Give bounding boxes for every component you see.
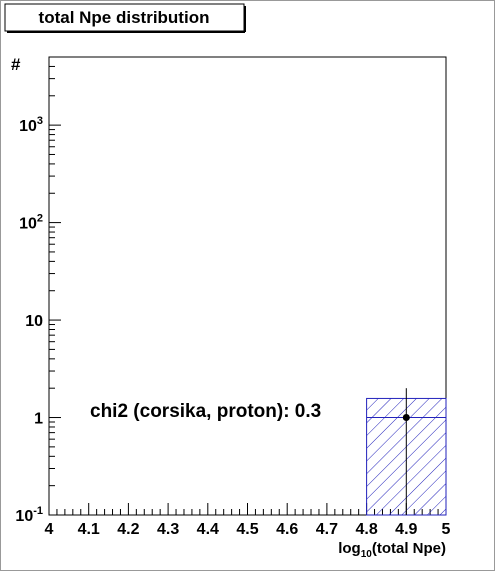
x-label-rest: (total Npe) [372,540,446,557]
x-tick-label: 5 [442,521,451,538]
x-tick-label: 4.5 [236,521,258,538]
x-tick-label: 4.9 [395,521,417,538]
y-tick-exponent: 2 [37,213,43,225]
title-box [4,3,245,32]
y-tick-base: 10 [19,216,37,233]
y-tick-base: 10 [15,508,33,525]
data-point [402,414,410,422]
y-tick-base: 1 [34,411,43,428]
x-axis-label: log10(total Npe) [338,540,446,560]
x-tick-label: 4 [45,521,54,538]
x-tick-label: 4.7 [316,521,338,538]
y-tick-base: 10 [19,118,37,135]
x-tick-label: 4.8 [355,521,377,538]
x-label-base: log [338,540,361,557]
y-axis-label: # [11,55,21,74]
x-tick-label: 4.4 [197,521,219,538]
x-tick-label: 4.2 [117,521,139,538]
y-tick-base: 10 [25,313,43,330]
y-tick-exponent: -1 [33,505,43,517]
y-tick-label: 103 [19,115,43,135]
annotation: chi2 (corsika, proton): 0.3 [90,401,321,422]
chart-title: total Npe distribution [39,8,210,27]
x-tick-label: 4.6 [276,521,298,538]
y-tick-label: 10 [25,313,43,330]
y-tick-label: 102 [19,213,43,233]
y-tick-exponent: 3 [37,115,43,127]
y-tick-label: 10-1 [15,505,43,525]
x-tick-label: 4.1 [78,521,100,538]
y-tick-label: 1 [34,411,43,428]
x-label-sub: 10 [361,549,373,560]
x-tick-label: 4.3 [157,521,179,538]
